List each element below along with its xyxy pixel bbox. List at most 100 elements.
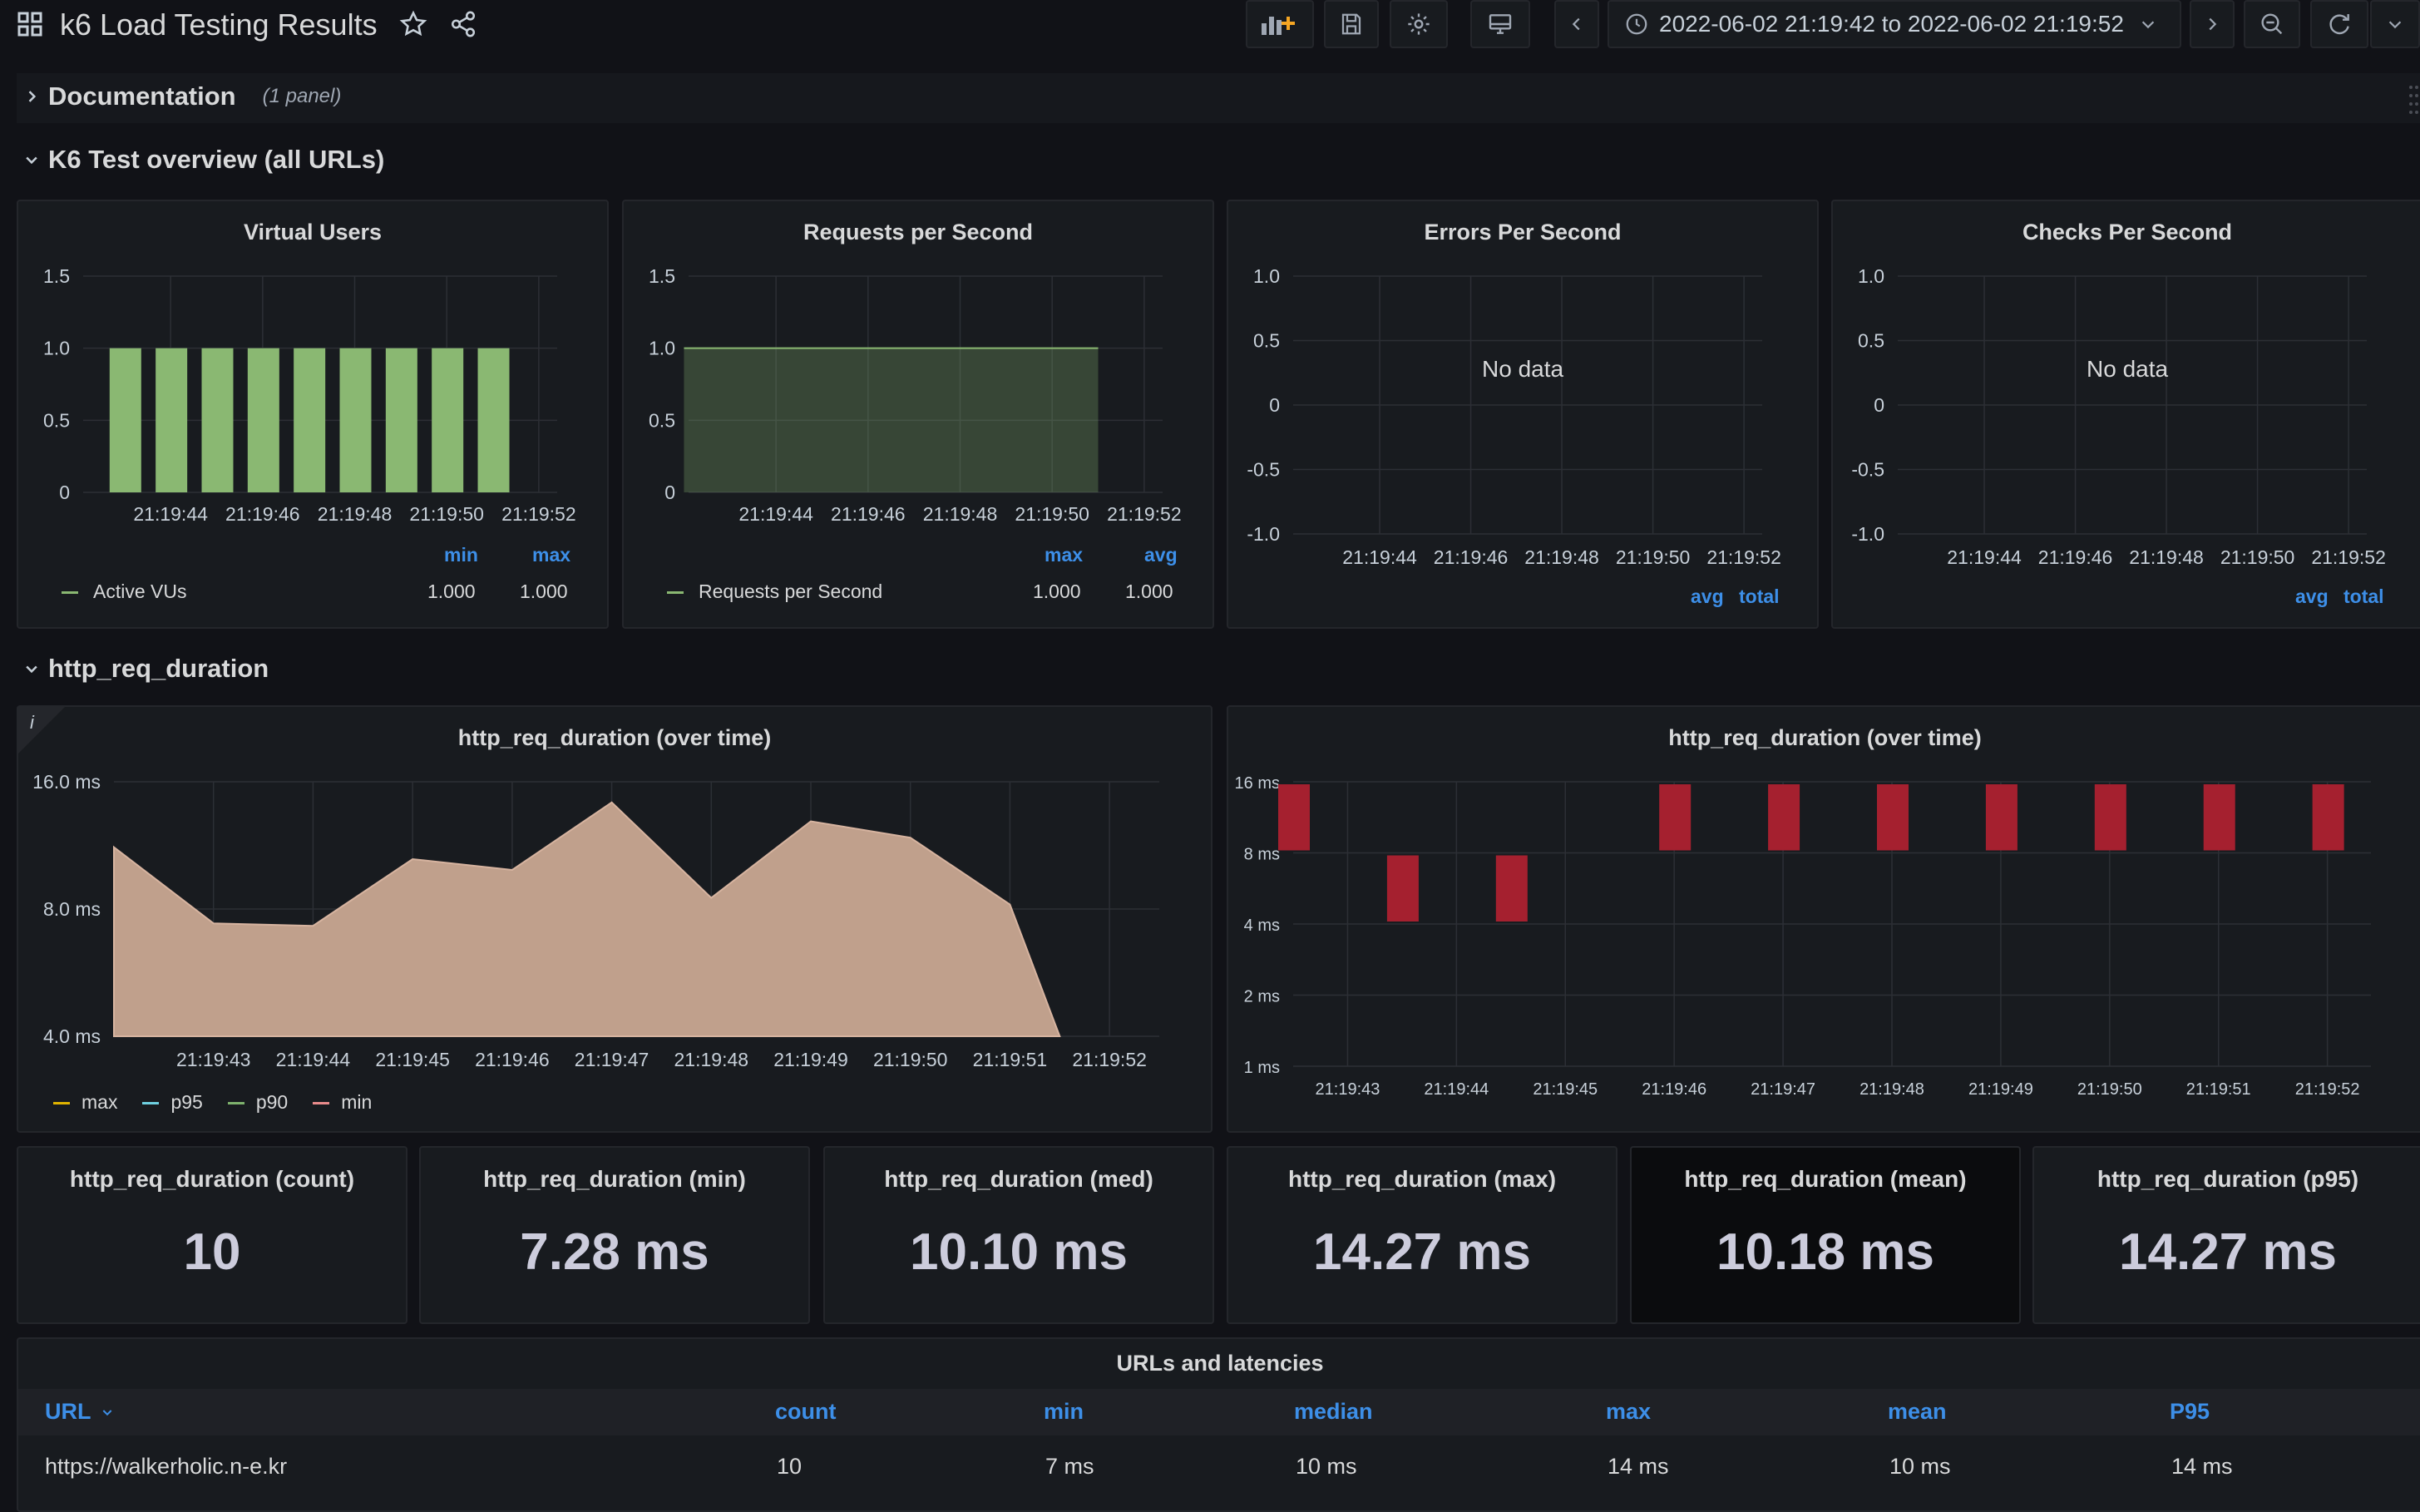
add-panel-button[interactable] [1246, 0, 1314, 48]
refresh-icon [2329, 14, 2349, 35]
legend-swatch [313, 1102, 330, 1105]
time-back-button[interactable] [1554, 0, 1599, 48]
time-forward-button[interactable] [2190, 0, 2235, 48]
chevron-right-icon [2209, 17, 2217, 31]
panel-title[interactable]: Requests per Second [803, 220, 1034, 245]
column-header-max[interactable]: max [1606, 1399, 1652, 1424]
column-header-min[interactable]: min [1044, 1399, 1084, 1424]
tv-mode-button[interactable] [1470, 0, 1530, 48]
stat-value: 14.27 ms [1313, 1223, 1531, 1281]
share-icon[interactable] [449, 10, 477, 42]
time-range-picker[interactable]: 2022-06-02 21:19:42 to 2022-06-02 21:19:… [1608, 0, 2181, 48]
stat-value: 14.27 ms [2119, 1223, 2337, 1281]
y-tick-label: 1.0 [1253, 265, 1280, 287]
bar [294, 348, 326, 492]
legend-item-requests[interactable]: Requests per Second [667, 581, 882, 603]
column-header-count[interactable]: count [775, 1399, 837, 1424]
legend-item-p95[interactable]: p95 [142, 1091, 203, 1114]
x-tick-label: 21:19:44 [1342, 546, 1417, 568]
cell-count: 10 [777, 1454, 803, 1479]
cell-url[interactable]: https://walkerholic.n-e.kr [45, 1454, 288, 1479]
x-tick-label: 21:19:52 [1107, 503, 1182, 525]
panel-duration-heatmap: http_req_duration (over time) 1 ms 2 ms 4 … [1227, 705, 2420, 1133]
x-tick-label: 21:19:46 [475, 1049, 550, 1070]
row-http-req-duration[interactable]: http_req_duration [23, 654, 269, 684]
add-panel-icon [1262, 17, 1295, 35]
dashboard-grid-icon[interactable] [17, 11, 43, 37]
legend-header-avg[interactable]: avg [1144, 544, 1178, 566]
zoom-out-icon [2261, 13, 2283, 35]
legend-header-min[interactable]: min [444, 544, 478, 566]
star-icon[interactable] [399, 10, 427, 42]
y-tick-label: 16 ms [1235, 774, 1280, 793]
panel-title[interactable]: http_req_duration (over time) [457, 725, 772, 750]
gear-icon [1408, 13, 1430, 35]
refresh-button[interactable] [2310, 0, 2368, 48]
row-k6-overview[interactable]: K6 Test overview (all URLs) [23, 145, 384, 175]
dashboard-title[interactable]: k6 Load Testing Results [60, 7, 378, 42]
settings-button[interactable] [1390, 0, 1448, 48]
stat-title[interactable]: http_req_duration (p95) [2097, 1166, 2359, 1192]
y-tick-label: 1.0 [1858, 265, 1884, 287]
heatmap-cell [1386, 855, 1419, 922]
save-dashboard-button[interactable] [1324, 0, 1379, 48]
stat-title[interactable]: http_req_duration (mean) [1684, 1166, 1967, 1192]
panel-title[interactable]: Virtual Users [243, 220, 383, 245]
column-label: URL [45, 1399, 91, 1424]
x-tick-label: 21:19:52 [1706, 546, 1781, 568]
y-tick-label: 16.0 ms [32, 771, 101, 793]
stat-title[interactable]: http_req_duration (med) [884, 1166, 1153, 1192]
stat-title[interactable]: http_req_duration (min) [483, 1166, 746, 1192]
chevron-right-icon [28, 91, 37, 102]
legend-header-total[interactable]: total [1739, 586, 1780, 607]
x-tick-label: 21:19:51 [973, 1049, 1048, 1070]
legend-label: p95 [170, 1091, 203, 1113]
legend-header-max[interactable]: max [532, 544, 571, 566]
legend-item-p90[interactable]: p90 [227, 1091, 288, 1114]
row-title: Documentation [48, 82, 236, 111]
column-header-mean[interactable]: mean [1888, 1399, 1947, 1424]
column-header-median[interactable]: median [1294, 1399, 1373, 1424]
panel-title[interactable]: Errors Per Second [1424, 220, 1622, 245]
stat-panel: http_req_duration (count) 10 [17, 1146, 407, 1324]
bar [156, 348, 188, 492]
panel-title[interactable]: http_req_duration (over time) [1668, 725, 1982, 750]
legend-header-avg[interactable]: avg [2295, 586, 2329, 607]
table-row[interactable]: https://walkerholic.n-e.kr 10 7 ms 10 ms… [18, 1437, 2420, 1495]
panel-title[interactable]: Checks Per Second [2022, 220, 2233, 245]
panel-virtual-users: Virtual Users 0 0.5 1.0 1.5 21:19:44 21:19:46… [17, 200, 609, 629]
series-area [113, 801, 1061, 1037]
legend-header-avg[interactable]: avg [1691, 586, 1724, 607]
x-tick-label: 21:19:49 [1968, 1080, 2033, 1099]
refresh-interval-dropdown[interactable] [2370, 0, 2420, 48]
column-header-p95[interactable]: P95 [2170, 1399, 2210, 1424]
legend-item-min[interactable]: min [313, 1091, 372, 1114]
row-panel-count: (1 panel) [262, 85, 342, 107]
column-header-url[interactable]: URL [45, 1399, 114, 1425]
drag-handle-icon[interactable] [2408, 85, 2420, 119]
legend-item-max[interactable]: max [53, 1091, 117, 1114]
x-tick-label: 21:19:44 [1947, 546, 2022, 568]
info-corner-icon[interactable]: i [18, 707, 65, 754]
svg-text:i: i [30, 712, 35, 733]
y-tick-label: 4 ms [1244, 917, 1280, 935]
legend-header-max[interactable]: max [1045, 544, 1084, 566]
panel-title[interactable]: URLs and latencies [1116, 1351, 1324, 1376]
heatmap-cell [1278, 784, 1310, 851]
panel-duration-area: i http_req_duration (over time) 4.0 ms 8.… [17, 705, 1212, 1133]
cell-min: 7 ms [1045, 1454, 1094, 1479]
legend-label: Requests per Second [699, 581, 883, 602]
stat-title[interactable]: http_req_duration (max) [1287, 1166, 1557, 1192]
legend-swatch [667, 591, 684, 595]
cell-mean: 10 ms [1889, 1454, 1951, 1479]
legend-value-max: 1.000 [1033, 581, 1081, 602]
stat-title[interactable]: http_req_duration (count) [69, 1166, 355, 1192]
y-tick-label: 0 [59, 482, 70, 503]
legend-header-total[interactable]: total [2343, 586, 2384, 607]
stat-panel: http_req_duration (p95) 14.27 ms [2032, 1146, 2420, 1324]
x-tick-label: 21:19:46 [1434, 546, 1509, 568]
row-documentation[interactable]: Documentation (1 panel) [17, 73, 2420, 123]
x-tick-label: 21:19:50 [1616, 546, 1691, 568]
legend-item-active-vus[interactable]: Active VUs [62, 581, 186, 603]
zoom-out-button[interactable] [2244, 0, 2300, 48]
